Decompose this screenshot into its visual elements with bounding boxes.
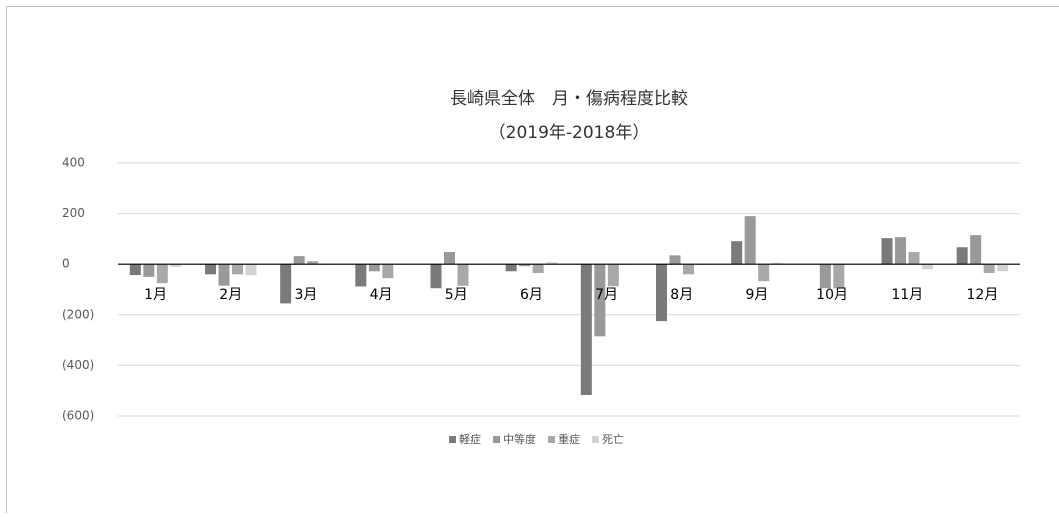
x-tick-label: 7月 bbox=[595, 287, 618, 303]
y-tick-label: 400 bbox=[62, 156, 85, 170]
y-tick-label: (600) bbox=[62, 409, 94, 423]
x-tick-label: 8月 bbox=[670, 287, 693, 303]
bar bbox=[909, 252, 920, 264]
bar bbox=[670, 255, 681, 264]
bar bbox=[895, 237, 906, 264]
legend-label: 死亡 bbox=[602, 432, 624, 446]
legend-label: 中等度 bbox=[503, 432, 536, 446]
x-tick-label: 12月 bbox=[967, 287, 999, 303]
bar bbox=[656, 264, 667, 321]
bar bbox=[997, 264, 1008, 271]
bar bbox=[745, 216, 756, 264]
bar bbox=[369, 264, 380, 271]
x-tick-label: 3月 bbox=[294, 287, 317, 303]
bar bbox=[533, 264, 544, 273]
bar bbox=[833, 264, 844, 288]
bar bbox=[444, 252, 455, 264]
legend-label: 重症 bbox=[558, 432, 580, 446]
bar bbox=[232, 264, 243, 274]
legend-swatch bbox=[592, 436, 599, 443]
bar bbox=[458, 264, 469, 286]
bar bbox=[382, 264, 393, 278]
y-tick-label: 0 bbox=[62, 257, 70, 271]
bar bbox=[205, 264, 216, 274]
bar bbox=[731, 241, 742, 264]
bar bbox=[143, 264, 154, 277]
x-tick-label: 10月 bbox=[816, 287, 848, 303]
x-tick-label: 5月 bbox=[445, 287, 468, 303]
bar bbox=[970, 235, 981, 264]
y-tick-label: (400) bbox=[62, 358, 94, 372]
bar bbox=[294, 256, 305, 264]
bar bbox=[882, 238, 893, 264]
bar bbox=[957, 247, 968, 264]
bar bbox=[130, 264, 141, 275]
bar bbox=[355, 264, 366, 286]
bar bbox=[219, 264, 230, 286]
bar bbox=[506, 264, 517, 271]
x-tick-label: 4月 bbox=[370, 287, 393, 303]
x-tick-label: 1月 bbox=[144, 287, 167, 303]
bar bbox=[758, 264, 769, 281]
bar bbox=[246, 264, 257, 275]
y-tick-label: 200 bbox=[62, 206, 85, 220]
bar bbox=[280, 264, 291, 303]
y-tick-label: (200) bbox=[62, 307, 94, 321]
legend-swatch bbox=[493, 436, 500, 443]
chart-subtitle: （2019年-2018年） bbox=[489, 123, 650, 143]
chart-title: 長崎県全体 月・傷病程度比較 bbox=[450, 89, 688, 109]
x-tick-label: 6月 bbox=[520, 287, 543, 303]
bar bbox=[984, 264, 995, 273]
x-tick-label: 2月 bbox=[219, 287, 242, 303]
bar bbox=[431, 264, 442, 288]
x-tick-label: 11月 bbox=[891, 287, 923, 303]
legend-swatch bbox=[449, 436, 456, 443]
bar bbox=[683, 264, 694, 274]
bar bbox=[157, 264, 168, 283]
bar bbox=[820, 264, 831, 288]
legend-label: 軽症 bbox=[459, 432, 481, 446]
legend-swatch bbox=[548, 436, 555, 443]
x-tick-label: 9月 bbox=[745, 287, 768, 303]
bar bbox=[608, 264, 619, 286]
bar bbox=[922, 264, 933, 269]
bar bbox=[581, 264, 592, 395]
